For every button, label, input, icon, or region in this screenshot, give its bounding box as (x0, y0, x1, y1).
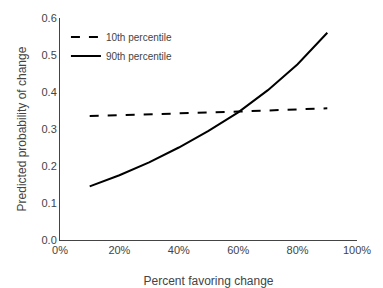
svg-text:0.2: 0.2 (42, 160, 57, 172)
svg-text:0.5: 0.5 (42, 49, 57, 61)
svg-text:0.6: 0.6 (42, 12, 57, 24)
svg-text:60%: 60% (227, 244, 249, 256)
svg-text:100%: 100% (343, 244, 371, 256)
svg-text:20%: 20% (108, 244, 130, 256)
svg-text:10th percentile: 10th percentile (106, 32, 172, 43)
svg-text:90th percentile: 90th percentile (106, 51, 172, 62)
svg-text:0.3: 0.3 (42, 123, 57, 135)
svg-text:0.0: 0.0 (42, 234, 57, 246)
svg-text:80%: 80% (287, 244, 309, 256)
svg-text:Percent favoring change: Percent favoring change (143, 274, 273, 288)
svg-text:0.4: 0.4 (42, 86, 57, 98)
svg-text:0.1: 0.1 (42, 197, 57, 209)
svg-text:40%: 40% (168, 244, 190, 256)
svg-text:0%: 0% (52, 244, 68, 256)
svg-text:Predicted probability of chang: Predicted probability of change (15, 46, 29, 211)
